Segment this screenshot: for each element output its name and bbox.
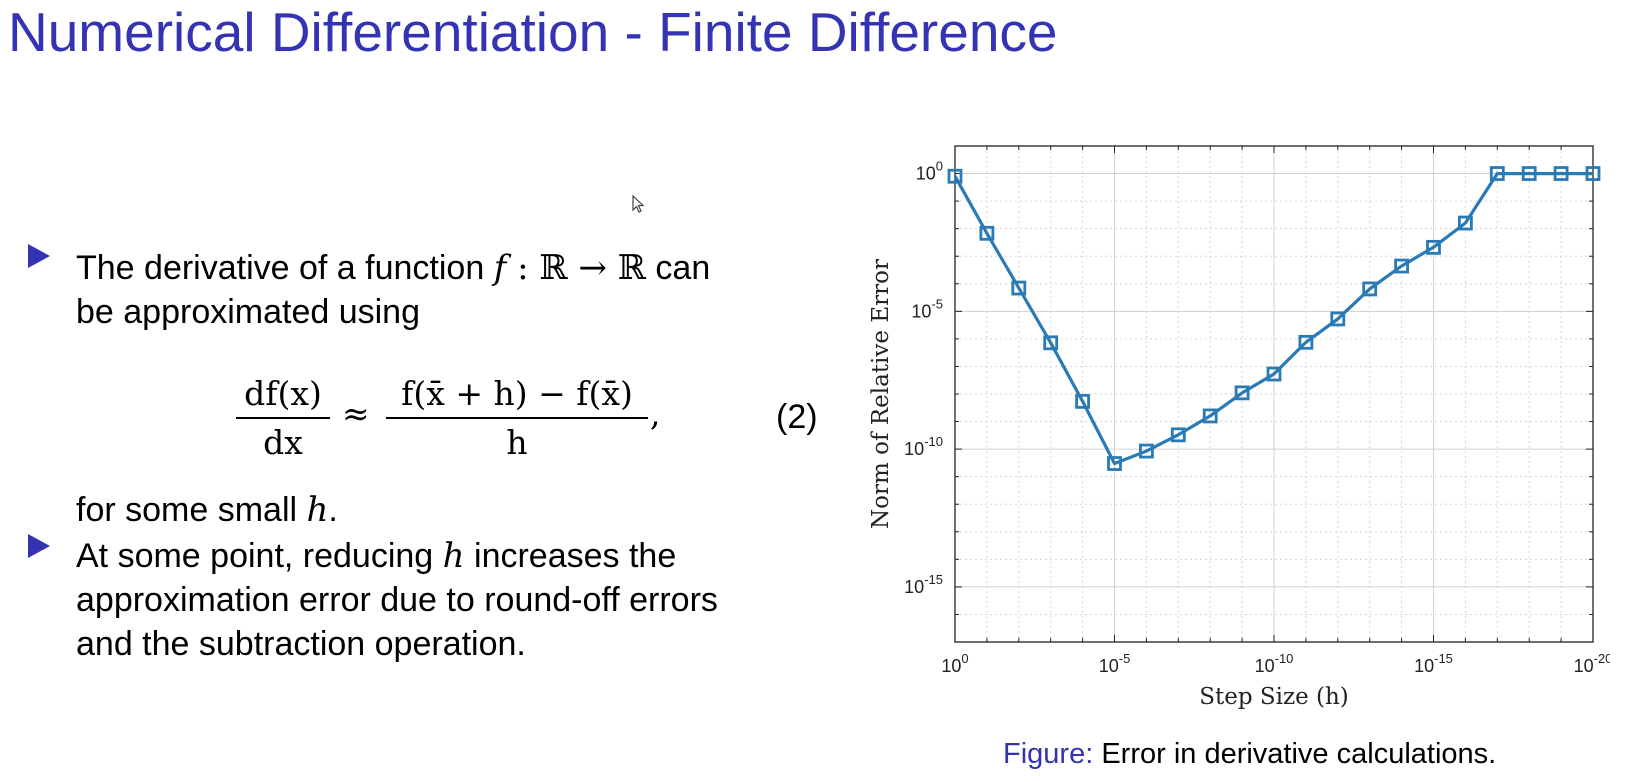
x-axis-label: Step Size (h)	[1199, 684, 1349, 710]
minor-grid	[955, 146, 1593, 642]
figure-caption-text: Error in derivative calculations.	[1093, 738, 1497, 770]
y-tick-label: 10-15	[904, 572, 943, 597]
data-point	[1585, 166, 1601, 181]
bullet-2-text-b: increases the	[464, 537, 677, 575]
tick-base: 10	[911, 301, 931, 321]
data-point	[1043, 335, 1059, 351]
lhs-fraction: df(x) dx	[236, 374, 330, 462]
bullet-2-line-3: and the subtraction operation.	[76, 625, 526, 663]
tick-base: 10	[1099, 656, 1119, 676]
tick-exponent: 0	[936, 159, 943, 174]
data-point	[1075, 393, 1091, 409]
bullet-marker-2	[28, 534, 50, 558]
bullet-1-line-3: for some small h.	[76, 490, 338, 530]
x-tick-labels: 100 10-5 10-10 10-15 10-20	[941, 651, 1610, 676]
bullet-1-line-2: be approximated using	[76, 293, 421, 331]
equation-number: (2)	[776, 398, 818, 436]
lhs-denominator: dx	[263, 423, 303, 462]
data-point	[1011, 280, 1027, 296]
tick-exponent: -15	[1434, 651, 1453, 666]
tick-exponent: -15	[924, 572, 943, 587]
x-tick-label: 10-10	[1255, 651, 1294, 676]
slide-title: Numerical Differentiation - Finite Diffe…	[8, 1, 1058, 63]
math-map-r-to-r: : ℝ → ℝ	[506, 248, 646, 288]
figure-caption: Figure: Error in derivative calculations…	[1003, 738, 1496, 771]
x-tick-label: 10-15	[1414, 651, 1453, 676]
x-tick-label: 10-5	[1099, 651, 1131, 676]
y-tick-label: 10-5	[911, 296, 943, 321]
bullet-2-line-1: At some point, reducing h increases the	[76, 536, 676, 576]
data-point	[979, 225, 995, 241]
y-tick-label: 100	[916, 159, 943, 184]
tick-exponent: -10	[1275, 651, 1294, 666]
bullet-2-text-a: At some point, reducing	[76, 537, 443, 575]
rhs-fraction: f(x̄ + h) − f(x̄) h	[386, 374, 648, 462]
equation-comma: ,	[650, 394, 661, 433]
figure-caption-label: Figure:	[1003, 738, 1094, 770]
series-line	[953, 171, 1593, 466]
data-markers	[947, 166, 1601, 471]
x-tick-label: 100	[941, 651, 968, 676]
y-tick-label: 10-10	[904, 434, 943, 459]
data-point	[1394, 258, 1409, 274]
bullet-1-text-c: for some small	[76, 491, 307, 529]
tick-base: 10	[904, 439, 924, 459]
math-h: h	[306, 490, 329, 530]
data-point	[1426, 239, 1441, 255]
data-point	[1458, 215, 1473, 231]
tick-base: 10	[1414, 656, 1434, 676]
tick-base: 10	[904, 577, 924, 597]
data-point	[1234, 385, 1250, 401]
tick-exponent: -20	[1594, 651, 1610, 666]
bullet-2-line-2: approximation error due to round-off err…	[76, 581, 718, 619]
tick-exponent: -10	[924, 434, 943, 449]
data-point	[947, 168, 963, 184]
data-point	[1107, 456, 1122, 471]
math-f: f	[493, 248, 507, 288]
data-point	[1521, 166, 1537, 181]
data-point	[1266, 366, 1282, 382]
y-axis-label: Norm of Relative Error	[868, 259, 894, 529]
bullet-1-text-a: The derivative of a function	[76, 249, 494, 287]
math-h: h	[442, 536, 465, 576]
bullet-1-line-1: The derivative of a function f : ℝ → ℝ c…	[76, 248, 710, 288]
data-point	[1553, 166, 1569, 181]
lhs-numerator: df(x)	[244, 374, 322, 413]
plot-frame	[954, 145, 1594, 643]
tick-base: 10	[941, 656, 961, 676]
bullet-marker-1	[28, 244, 50, 268]
major-grid	[955, 146, 1593, 642]
bullet-1-text-d: .	[328, 491, 338, 529]
lhs-fraction-bar	[236, 417, 330, 419]
data-point	[1489, 166, 1505, 181]
data-point	[1330, 311, 1346, 327]
tick-base: 10	[1255, 656, 1275, 676]
tick-exponent: -5	[931, 296, 943, 311]
approx-symbol: ≈	[342, 394, 370, 433]
tick-base: 10	[916, 164, 936, 184]
bullet-1-text-b: can	[645, 249, 711, 287]
data-point	[1138, 443, 1154, 459]
rhs-numerator: f(x̄ + h) − f(x̄)	[401, 374, 633, 413]
data-point	[1298, 334, 1314, 350]
error-vs-step-size-chart: 100 10-5 10-10 10-15 10-20 10010-510-1010-15…	[868, 145, 1610, 710]
data-point	[1202, 408, 1218, 424]
tick-exponent: -5	[1119, 651, 1131, 666]
mouse-cursor-icon	[632, 195, 645, 213]
data-point	[1362, 281, 1378, 297]
rhs-denominator: h	[506, 423, 528, 462]
data-point	[1170, 427, 1186, 443]
tick-exponent: 0	[961, 651, 968, 666]
rhs-fraction-bar	[386, 417, 648, 419]
tick-base: 10	[1574, 656, 1594, 676]
x-tick-label: 10-20	[1574, 651, 1610, 676]
